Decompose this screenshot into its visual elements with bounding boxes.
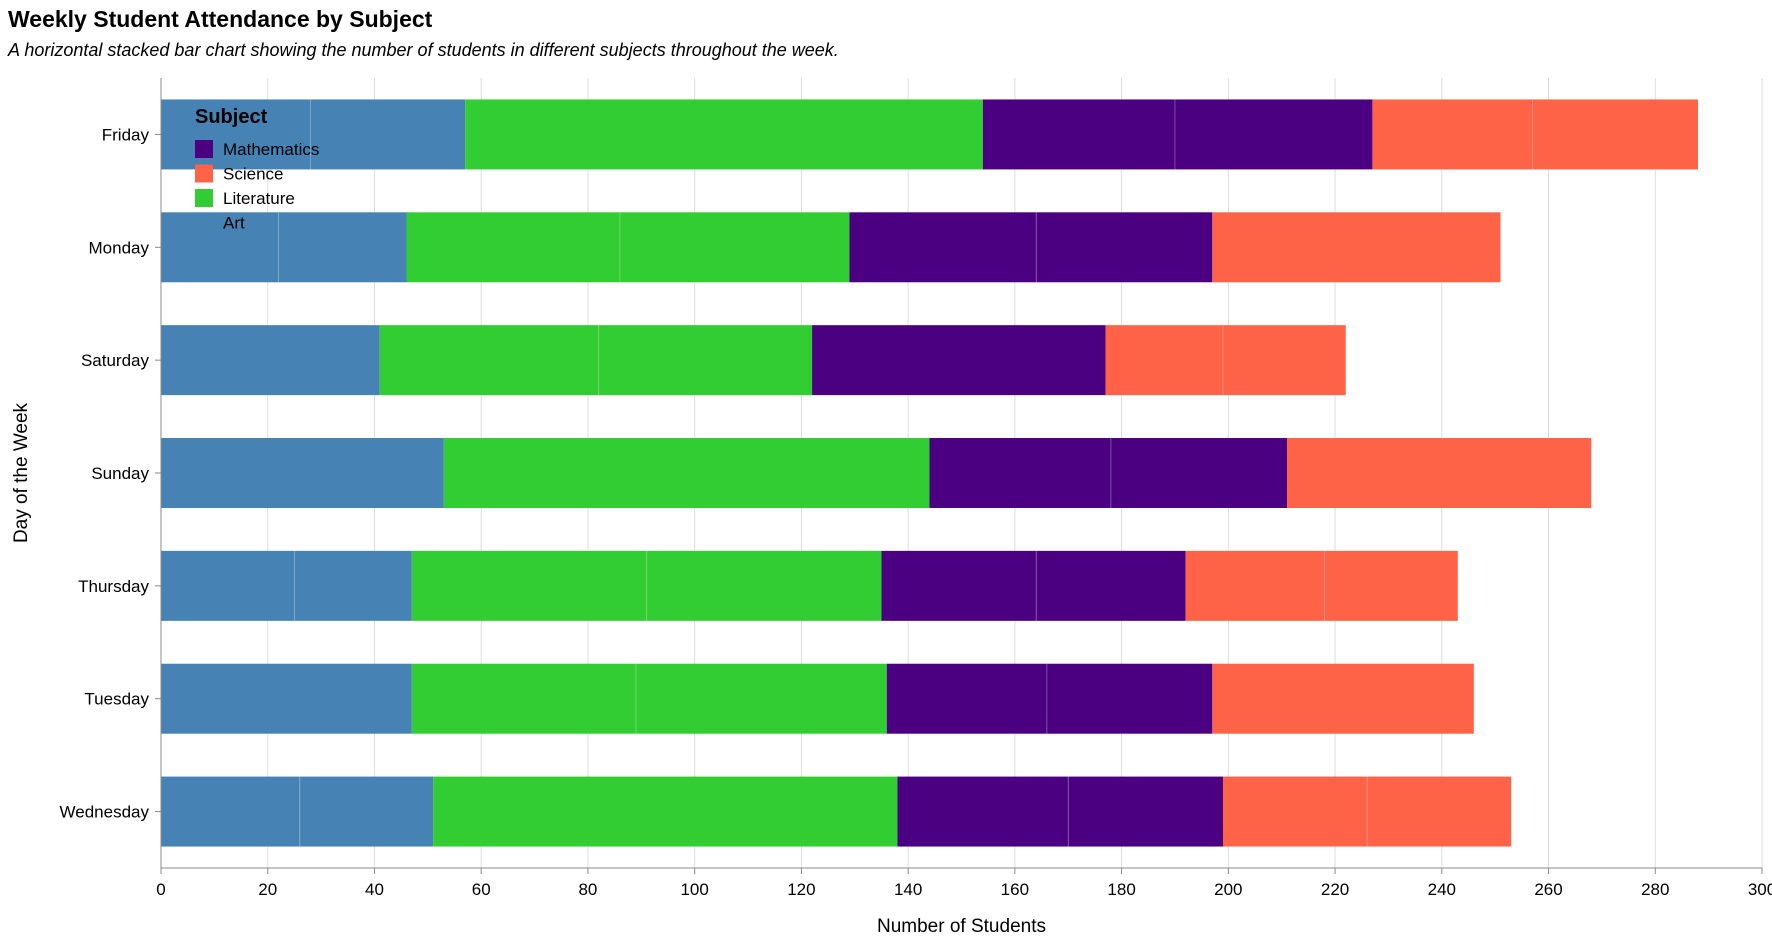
x-axis: 0 20 40 60 80 100 120 140 160 180 200 220 240 260 280 3… (156, 867, 1772, 899)
bar-segment (1036, 212, 1213, 283)
y-axis: Friday Monday Saturday Sunday Thursday Tuesda… (60, 78, 162, 868)
x-tick-label: 280 (1641, 880, 1669, 899)
legend-title: Subject (195, 106, 268, 128)
x-tick-label: 140 (894, 880, 922, 899)
bar-segment (929, 438, 1111, 508)
bar-segment (897, 776, 1069, 847)
bar-segment (406, 212, 620, 283)
chart-subtitle: A horizontal stacked bar chart showing t… (8, 40, 839, 60)
legend-swatch (195, 189, 213, 207)
bar-segment (849, 212, 1037, 283)
y-tick-label: Tuesday (84, 690, 149, 709)
legend-label: Mathematics (223, 140, 319, 159)
legend-label: Literature (223, 189, 295, 208)
bar-segment (294, 550, 412, 621)
x-tick-label: 240 (1428, 880, 1456, 899)
x-tick-label: 200 (1214, 880, 1242, 899)
y-tick-label: Monday (89, 238, 150, 257)
x-tick-label: 220 (1321, 880, 1349, 899)
y-tick-label: Friday (102, 125, 150, 144)
y-tick-label: Saturday (81, 351, 150, 370)
bar-segment (465, 99, 983, 170)
bar-segment (1110, 438, 1288, 508)
bar-segment (161, 325, 380, 396)
bar-segments (161, 99, 1698, 847)
bar-segment (161, 663, 412, 734)
bar-segment (1212, 212, 1501, 283)
legend-swatch (195, 213, 213, 232)
bar-segment (1046, 663, 1213, 734)
bar-segment (635, 663, 887, 734)
legend-label: Art (223, 214, 245, 233)
bar-segment (982, 99, 1175, 170)
bar-segment (299, 776, 434, 847)
bar-segment (1105, 325, 1223, 396)
bar-segment (1222, 325, 1346, 396)
legend-swatch (195, 140, 213, 158)
bar-segment (411, 550, 647, 621)
bar-segment (161, 776, 300, 847)
bar-segment (310, 99, 466, 170)
x-tick-label: 160 (1001, 880, 1029, 899)
y-tick-label: Sunday (91, 464, 149, 483)
bar-segment (1174, 99, 1373, 170)
y-axis-title: Day of the Week (11, 402, 32, 543)
x-tick-label: 60 (472, 880, 491, 899)
bar-segment (598, 325, 813, 396)
x-tick-label: 180 (1107, 880, 1135, 899)
bar-segment (619, 212, 850, 283)
x-tick-label: 120 (787, 880, 815, 899)
bar-segment (1372, 99, 1533, 170)
bar-segment (411, 663, 636, 734)
x-tick-label: 20 (258, 880, 277, 899)
x-tick-label: 260 (1534, 880, 1562, 899)
bar-segment (881, 550, 1037, 621)
bar-segment (1212, 663, 1474, 734)
bar-segment (1367, 776, 1512, 847)
bar-segment (1287, 438, 1592, 508)
legend: Subject Mathematics Science Literature Art (195, 106, 319, 233)
bar-segment (812, 325, 1106, 396)
bar-segment (161, 212, 279, 283)
bar-segment (443, 438, 930, 508)
bar-segment (1068, 776, 1223, 847)
bar-segment (646, 550, 882, 621)
y-tick-label: Thursday (78, 577, 149, 596)
x-axis-title: Number of Students (877, 916, 1046, 937)
bar-segment (886, 663, 1047, 734)
legend-label: Science (223, 165, 283, 184)
bar-segment (379, 325, 599, 396)
x-tick-label: 40 (365, 880, 384, 899)
bar-segment (1185, 550, 1325, 621)
y-tick-label: Wednesday (60, 803, 150, 822)
x-tick-label: 80 (578, 880, 597, 899)
bar-segment (1324, 550, 1458, 621)
chart-title: Weekly Student Attendance by Subject (8, 6, 433, 32)
bar-segment (1036, 550, 1186, 621)
x-tick-label: 0 (156, 880, 165, 899)
x-tick-label: 300 (1748, 880, 1772, 899)
bar-segment (161, 99, 311, 170)
bar-segment (1532, 99, 1698, 170)
bar-segment (1222, 776, 1368, 847)
x-tick-label: 100 (680, 880, 708, 899)
bar-segment (433, 776, 898, 847)
bar-segment (161, 550, 295, 621)
legend-swatch (195, 164, 213, 183)
bar-segment (278, 212, 407, 283)
bar-segment (161, 438, 444, 508)
